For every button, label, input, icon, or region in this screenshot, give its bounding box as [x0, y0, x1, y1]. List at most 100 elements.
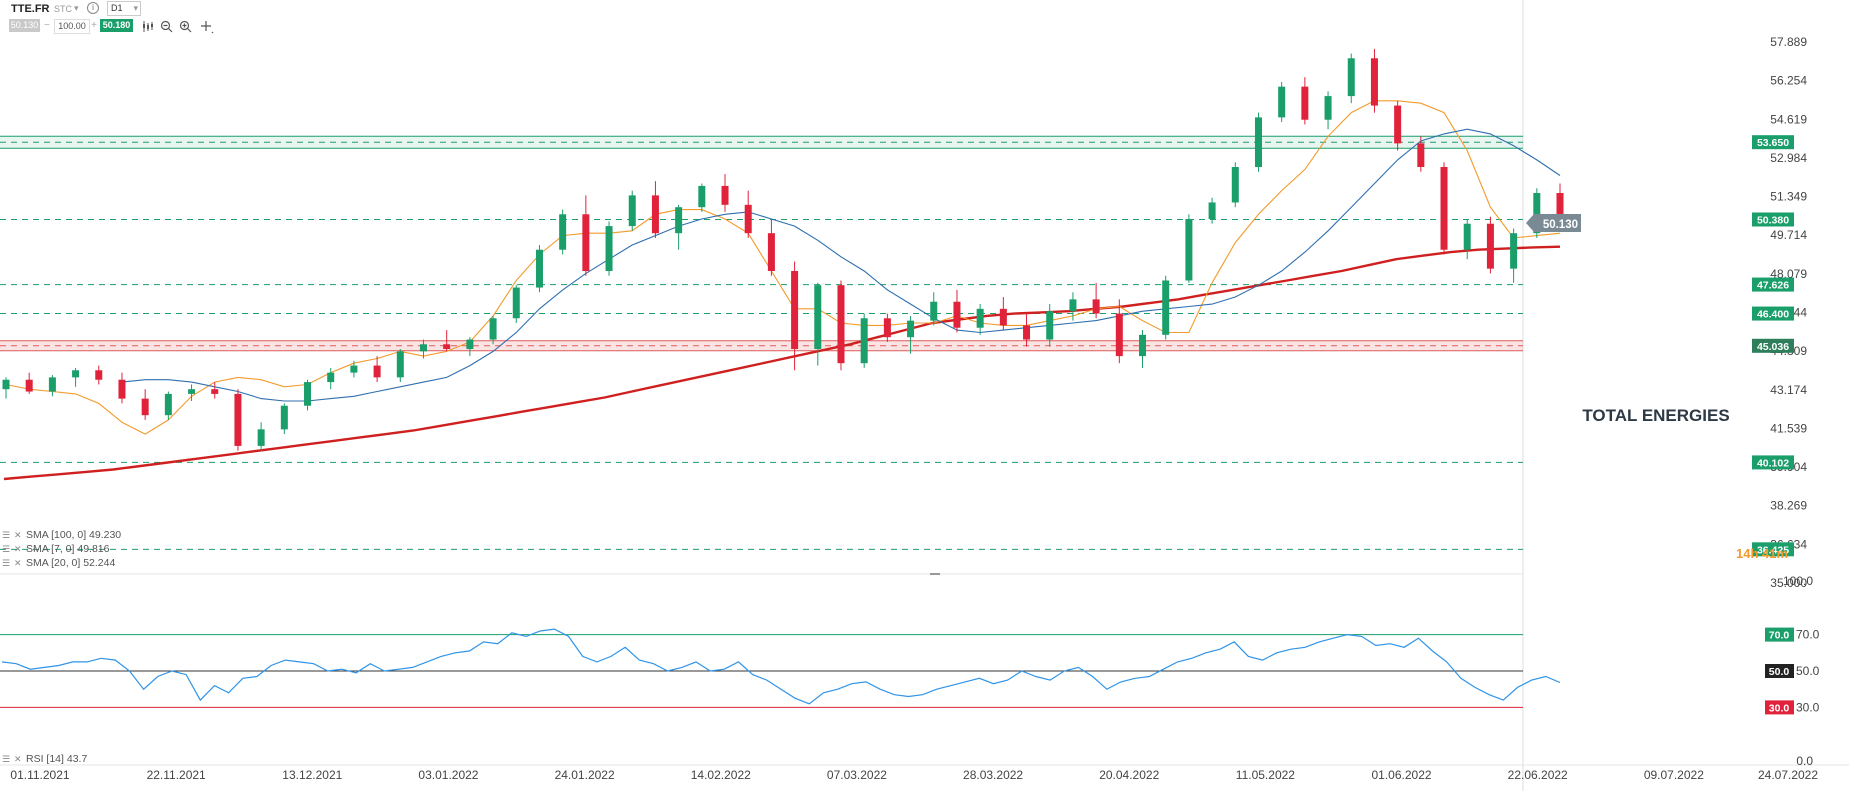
legend-item-sma100[interactable]: ☰ ✕ SMA [100, 0] 49.230 [2, 529, 121, 541]
bid-price-button[interactable]: 50.130 [9, 19, 40, 32]
candle [1162, 275, 1170, 340]
candle-body [234, 393, 242, 446]
legend-item-rsi[interactable]: ☰ ✕ RSI [14] 43.7 [2, 753, 87, 765]
zoom-in-icon[interactable] [179, 20, 192, 33]
date-tick-label: 01.11.2021 [10, 768, 69, 782]
candle [443, 330, 451, 352]
candle [1510, 228, 1518, 283]
legend-menu-icon: ☰ [2, 530, 10, 540]
candle-body [1324, 96, 1332, 120]
level-tag[interactable] [1752, 306, 1794, 321]
price-tick-label: 57.889 [1770, 35, 1807, 49]
symbol-watermark: TOTAL ENERGIES [1582, 406, 1729, 425]
candle [1324, 91, 1332, 130]
candle [1046, 304, 1054, 347]
candle-body [141, 398, 149, 416]
legend-close-icon[interactable]: ✕ [14, 530, 22, 540]
candle-body [976, 308, 984, 328]
candle-body [1301, 86, 1309, 120]
level-tag-label: 46.400 [1757, 309, 1789, 321]
price-tick-label: 56.254 [1770, 74, 1807, 88]
volume-plus-button[interactable]: + [91, 20, 97, 31]
date-tick-label: 22.11.2021 [147, 768, 206, 782]
market-dropdown-icon[interactable]: ▾ [74, 3, 79, 13]
candle [188, 384, 196, 402]
candle-body [1092, 299, 1100, 314]
chart-type-icon[interactable] [142, 20, 155, 33]
volume-minus-button[interactable]: − [44, 20, 50, 31]
price-tick-label: 38.269 [1770, 499, 1807, 513]
candle-body [396, 351, 404, 378]
rsi-tick-label: 30.0 [1796, 700, 1820, 714]
legend-close-icon[interactable]: ✕ [14, 558, 22, 568]
candle [1301, 77, 1309, 125]
ask-price-button[interactable]: 50.180 [100, 19, 133, 32]
candle [25, 372, 33, 394]
level-tag-label: 36.425 [1757, 544, 1789, 556]
candle [327, 367, 335, 390]
level-tag[interactable] [1752, 277, 1794, 292]
candle-body [860, 318, 868, 364]
candle [976, 304, 984, 335]
level-tag-label: 40.102 [1757, 457, 1789, 469]
candle-body [883, 318, 891, 338]
candle [721, 174, 729, 212]
symbol-label[interactable]: TTE.FR [11, 3, 50, 15]
panel-resize-handle[interactable] [930, 573, 940, 575]
legend-close-icon[interactable]: ✕ [14, 754, 22, 764]
price-tick-label: 49.714 [1770, 228, 1807, 242]
rsi-level-tag-label: 50.0 [1769, 666, 1790, 678]
level-tag[interactable] [1752, 135, 1794, 150]
candle [1347, 53, 1355, 104]
candle [953, 289, 961, 333]
date-tick-label: 11.05.2022 [1236, 768, 1295, 782]
candle [1254, 112, 1262, 172]
candle-body [1533, 193, 1541, 234]
candle-body [907, 320, 915, 338]
level-tag[interactable] [1752, 542, 1794, 557]
info-icon[interactable]: i [87, 2, 99, 14]
level-tag[interactable] [1752, 338, 1794, 353]
candle-body [698, 185, 706, 208]
rsi-tick-label: 70.0 [1796, 628, 1820, 642]
candle-body [1208, 202, 1216, 220]
candle-body [1486, 223, 1494, 269]
market-label[interactable]: STC [54, 4, 72, 14]
rsi-level-tag-label: 70.0 [1769, 630, 1790, 642]
sma-line-20 [121, 128, 1561, 402]
price-tick-label: 52.984 [1770, 151, 1807, 165]
candle-body [1185, 219, 1193, 281]
candle [1440, 162, 1448, 255]
level-tag[interactable] [1752, 455, 1794, 470]
date-axis: 01.11.2021 22.11.2021 13.12.2021 03.01.2022… [10, 768, 1818, 782]
candle [1278, 81, 1286, 123]
rsi-line [1, 628, 1561, 705]
date-tick-label: 14.02.2022 [691, 768, 751, 782]
candle [1069, 292, 1077, 321]
zoom-out-icon[interactable] [160, 20, 173, 33]
candle-body [1023, 325, 1031, 340]
candle [1115, 299, 1123, 364]
candlestick-series [2, 48, 1564, 451]
candle [396, 349, 404, 383]
candle-body [999, 308, 1007, 326]
support-resistance-levels [0, 135, 1523, 550]
level-tag-label: 45.036 [1757, 341, 1789, 353]
level-tag[interactable] [1752, 212, 1794, 227]
interval-select[interactable]: D1 ▾ [107, 1, 141, 16]
candle [164, 391, 172, 420]
sma-line-7 [5, 100, 1561, 435]
moving-averages [3, 100, 1561, 481]
candle-body [1417, 143, 1425, 168]
volume-input[interactable]: 100.00 [54, 19, 90, 34]
candle-body [327, 372, 335, 383]
candle [72, 367, 80, 387]
legend-item-sma20[interactable]: ☰ ✕ SMA [20, 0] 52.244 [2, 557, 115, 569]
candle [280, 403, 288, 435]
crosshair-icon[interactable] [200, 20, 214, 34]
legend-close-icon[interactable]: ✕ [14, 544, 22, 554]
legend-item-sma7[interactable]: ☰ ✕ SMA [7, 0] 49.816 [2, 543, 110, 555]
candle-body [489, 318, 497, 340]
candle-body [953, 301, 961, 328]
